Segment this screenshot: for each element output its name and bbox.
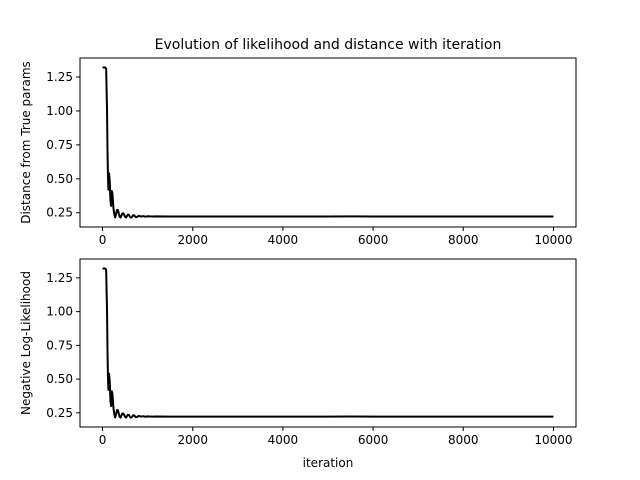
y-tick-label: 1.00 [46, 104, 73, 118]
x-tick-label: 8000 [448, 233, 479, 247]
figure-title: Evolution of likelihood and distance wit… [155, 37, 502, 53]
series-line-2-1 [102, 267, 554, 419]
y-tick-label: 0.75 [46, 138, 73, 152]
x-axis-label-2: iteration [303, 456, 354, 470]
y-tick-label: 0.50 [46, 372, 73, 386]
y-axis-label-1: Distance from True params [19, 61, 33, 224]
y-tick-label: 1.25 [46, 271, 73, 285]
x-tick-label: 10000 [534, 433, 572, 447]
series-line-1-1 [102, 66, 554, 219]
x-tick-label: 8000 [448, 433, 479, 447]
x-tick-label: 4000 [268, 233, 299, 247]
x-tick-label: 0 [99, 433, 107, 447]
y-tick-label: 0.50 [46, 172, 73, 186]
chart-root: 0 2000 4000 6000 8000 10000 0.25 0.50 0.75 1.00 1.… [19, 57, 577, 470]
x-tick-label: 0 [99, 233, 107, 247]
x-tick-label: 6000 [358, 233, 389, 247]
axes-frame-2 [79, 258, 577, 428]
y-tick-label: 0.25 [46, 206, 73, 220]
chart-panel-1: 0 2000 4000 6000 8000 10000 0.25 0.50 0.75 1.00 1.… [19, 57, 577, 247]
y-tick-label: 1.00 [46, 305, 73, 319]
axes-frame-1 [79, 57, 577, 228]
x-tick-label: 4000 [268, 433, 299, 447]
chart-panel-2: 0 2000 4000 6000 8000 10000 0.25 0.50 0.75 1.00 1.… [19, 258, 577, 470]
y-axis-label-2: Negative Log-Likelihood [19, 271, 33, 415]
x-tick-label: 2000 [177, 433, 208, 447]
y-tick-label: 0.75 [46, 338, 73, 352]
x-tick-label: 10000 [534, 233, 572, 247]
x-tick-label: 6000 [358, 433, 389, 447]
x-tick-label: 2000 [177, 233, 208, 247]
y-tick-label: 1.25 [46, 70, 73, 84]
y-tick-label: 0.25 [46, 406, 73, 420]
